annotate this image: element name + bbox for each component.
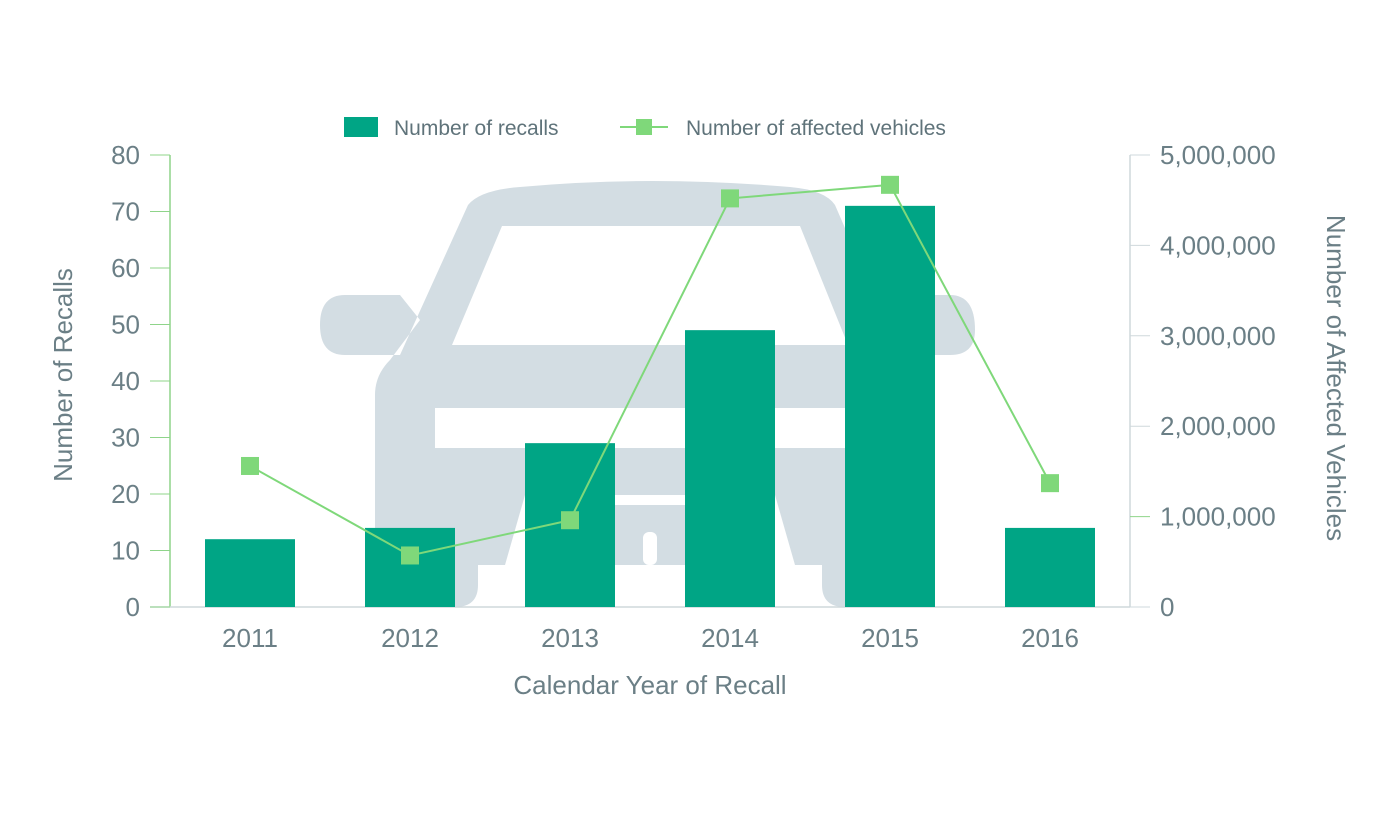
affected-vehicles-line	[249, 183, 1051, 557]
car-windshield	[452, 226, 848, 345]
y2-tick-label: 3,000,000	[1160, 321, 1276, 351]
bar-series	[205, 205, 1095, 607]
bar-2016	[1005, 527, 1095, 607]
point-2013	[561, 511, 579, 530]
y-tick-label: 10	[111, 536, 140, 566]
car-plate-slot	[643, 532, 657, 565]
point-2016	[1041, 474, 1059, 493]
legend-bar-label: Number of recalls	[394, 117, 559, 140]
y-tick-label: 70	[111, 197, 140, 227]
y-tick-label: 80	[111, 140, 140, 170]
bar-2012	[365, 527, 455, 607]
legend-marker-swatch	[636, 119, 652, 135]
point-2014	[721, 189, 739, 208]
y2-tick-label: 2,000,000	[1160, 411, 1276, 441]
bar-2015	[845, 205, 935, 607]
y-tick-label: 50	[111, 310, 140, 340]
axes: 0 10 20 30 40 50 60 70 80 0 1,000,000 2,000,000 3,00…	[111, 140, 1276, 653]
car-front-icon	[320, 181, 975, 607]
x-tick-label: 2012	[381, 623, 439, 653]
legend: Number of recalls Number of affected veh…	[344, 117, 946, 140]
point-2012	[401, 546, 419, 565]
point-2015	[881, 175, 899, 194]
y-tick-label: 60	[111, 253, 140, 283]
y-tick-label: 0	[126, 592, 140, 622]
y2-tick-label: 0	[1160, 592, 1174, 622]
bar-2014	[685, 330, 775, 607]
legend-bar-swatch	[344, 117, 378, 137]
y2-tick-label: 5,000,000	[1160, 140, 1276, 170]
legend-line-label: Number of affected vehicles	[686, 117, 946, 140]
line-series	[241, 175, 1059, 565]
y2-tick-label: 1,000,000	[1160, 502, 1276, 532]
point-2011	[241, 456, 259, 475]
x-axis-title: Calendar Year of Recall	[513, 670, 786, 700]
y2-axis-title: Number of Affected Vehicles	[1321, 215, 1351, 541]
y2-tick-label: 4,000,000	[1160, 230, 1276, 260]
bar-2011	[205, 539, 295, 607]
car-grille	[435, 408, 865, 448]
x-tick-label: 2014	[701, 623, 759, 653]
x-tick-label: 2013	[541, 623, 599, 653]
y-axis-title: Number of Recalls	[48, 268, 78, 482]
y-tick-label: 40	[111, 366, 140, 396]
x-tick-label: 2016	[1021, 623, 1079, 653]
x-tick-label: 2015	[861, 623, 919, 653]
x-tick-label: 2011	[222, 623, 278, 653]
y-tick-label: 20	[111, 479, 140, 509]
y-tick-label: 30	[111, 423, 140, 453]
